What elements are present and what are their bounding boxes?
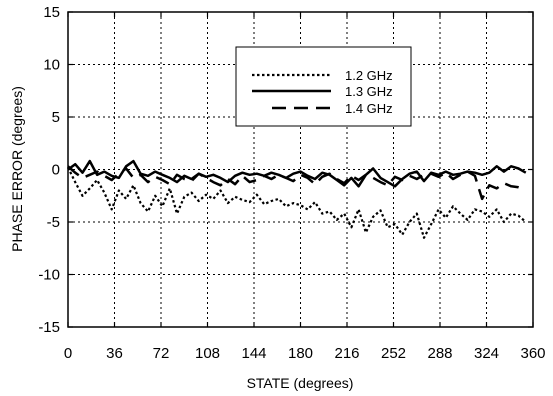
y-tick-label: -10: [38, 267, 60, 284]
tick-marks: [67, 11, 534, 328]
x-axis-title: STATE (degrees): [247, 375, 354, 391]
x-tick-label: 180: [288, 345, 313, 362]
y-tick-label: -5: [47, 214, 60, 231]
legend: 1.2 GHz 1.3 GHz 1.4 GHz: [235, 46, 412, 127]
x-tick-label: 252: [381, 345, 406, 362]
series-line-1-3-ghz: [67, 159, 527, 188]
x-tick-label: 72: [153, 345, 170, 362]
y-tick-label: 10: [43, 57, 60, 74]
x-tick-label: 288: [427, 345, 452, 362]
legend-label-1-3-ghz: 1.3 GHz: [345, 84, 393, 99]
y-tick-label: 0: [52, 162, 60, 179]
x-tick-label: 144: [241, 345, 266, 362]
series-line-1-4-ghz: [67, 165, 527, 201]
y-tick-labels: 15 10 5 0 -5 -10 -15: [38, 4, 60, 336]
y-axis-title: PHASE ERROR (degrees): [9, 86, 25, 252]
x-tick-label: 108: [195, 345, 220, 362]
x-tick-label: 360: [520, 345, 545, 362]
series-line-1-2-ghz: [67, 166, 527, 239]
y-tick-label: 5: [52, 109, 60, 126]
legend-label-1-2-ghz: 1.2 GHz: [345, 68, 393, 83]
x-tick-label: 0: [64, 345, 72, 362]
series-lines: [67, 159, 527, 239]
x-tick-label: 324: [474, 345, 499, 362]
legend-label-1-4-ghz: 1.4 GHz: [345, 101, 393, 116]
x-tick-label: 36: [106, 345, 123, 362]
legend-box: [235, 46, 412, 127]
y-tick-label: -15: [38, 319, 60, 336]
x-tick-labels: 0 36 72 108 144 180 216 252 288 324 360: [64, 345, 546, 362]
x-tick-label: 216: [334, 345, 359, 362]
y-tick-label: 15: [43, 4, 60, 21]
